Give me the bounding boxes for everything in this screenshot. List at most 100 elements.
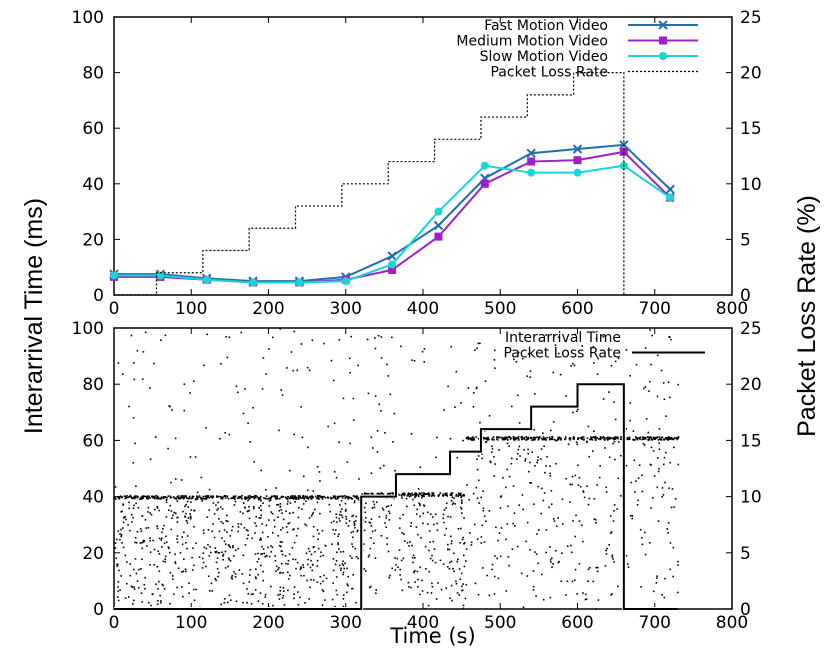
bot-point bbox=[557, 439, 559, 441]
bot-point bbox=[448, 548, 451, 551]
bot-point bbox=[337, 543, 339, 546]
bot-point bbox=[297, 496, 300, 498]
bot-point bbox=[133, 599, 135, 602]
bot-point bbox=[586, 441, 588, 444]
bot-point bbox=[160, 546, 163, 548]
bot-point bbox=[662, 494, 665, 496]
bot-point bbox=[319, 512, 321, 515]
bot-point bbox=[144, 576, 146, 579]
bot-point bbox=[118, 569, 120, 572]
bot-point bbox=[323, 574, 325, 577]
bot-point bbox=[512, 522, 514, 525]
bot-point bbox=[389, 393, 392, 396]
bot-point bbox=[217, 501, 219, 504]
bot-point bbox=[606, 438, 609, 440]
bot-point bbox=[122, 527, 124, 529]
bot-point bbox=[182, 510, 184, 513]
bot-point bbox=[335, 560, 338, 562]
bot-point bbox=[321, 529, 324, 532]
bot-point bbox=[147, 497, 150, 500]
bot-point bbox=[642, 387, 645, 390]
bot-point bbox=[673, 437, 676, 439]
bot-point bbox=[274, 495, 276, 497]
bot-point bbox=[370, 492, 373, 494]
bot-point bbox=[397, 566, 399, 569]
bot-point bbox=[555, 462, 557, 465]
bot-point bbox=[162, 497, 165, 499]
bot-point bbox=[221, 497, 224, 500]
bot-point bbox=[288, 522, 291, 524]
bot-point bbox=[459, 493, 462, 496]
bot-point bbox=[168, 405, 170, 407]
bot-point bbox=[507, 439, 509, 441]
bot-point bbox=[279, 505, 282, 508]
bot-point bbox=[249, 569, 252, 571]
bot-point bbox=[339, 569, 342, 571]
bot-point bbox=[346, 567, 348, 570]
bot-point bbox=[363, 568, 366, 570]
bot-point bbox=[222, 553, 225, 556]
bot-point bbox=[581, 524, 583, 527]
bot-point bbox=[462, 439, 464, 442]
bot-legend-swatch-interarrival-time bbox=[668, 336, 671, 338]
bot-point bbox=[227, 498, 230, 500]
bot-point bbox=[398, 494, 401, 496]
top-series-slow-motion-video-point-600 bbox=[573, 168, 582, 177]
bot-point bbox=[279, 586, 282, 589]
bot-point bbox=[631, 515, 634, 517]
bot-point bbox=[411, 359, 413, 362]
bot-point bbox=[167, 509, 170, 511]
bot-point bbox=[258, 507, 260, 509]
bot-point bbox=[142, 351, 145, 353]
bot-point bbox=[381, 492, 383, 495]
bot-point bbox=[573, 364, 576, 367]
bot-point bbox=[377, 334, 380, 337]
bot-point bbox=[632, 430, 635, 432]
bot-point bbox=[302, 494, 304, 497]
bot-point bbox=[564, 437, 567, 440]
bot-point bbox=[195, 542, 197, 545]
bot-point bbox=[292, 558, 294, 561]
bot-point bbox=[482, 509, 485, 512]
bot-point bbox=[412, 561, 414, 564]
bot-point bbox=[402, 493, 405, 495]
bot-point bbox=[301, 508, 303, 511]
bot-point bbox=[578, 520, 581, 522]
bot-x-tick-label-600: 600 bbox=[561, 613, 593, 633]
bot-point bbox=[135, 502, 137, 505]
bot-point bbox=[210, 582, 213, 585]
bot-point bbox=[328, 503, 331, 506]
bot-point bbox=[424, 568, 427, 570]
bot-point bbox=[220, 603, 223, 606]
bot-point bbox=[670, 506, 673, 509]
bot-point bbox=[318, 471, 321, 473]
bot-point bbox=[151, 593, 154, 595]
bot-point bbox=[344, 562, 346, 565]
bot-point bbox=[127, 524, 129, 526]
bot-point bbox=[213, 512, 216, 515]
bot-point bbox=[156, 603, 159, 606]
bot-point bbox=[351, 587, 353, 590]
bot-point bbox=[452, 502, 455, 504]
bot-point bbox=[643, 438, 646, 440]
bot-point bbox=[277, 535, 279, 537]
bot-point bbox=[597, 438, 600, 440]
bot-point bbox=[433, 495, 436, 497]
bot-point bbox=[403, 494, 406, 497]
bot-point bbox=[450, 584, 453, 587]
bot-point bbox=[629, 402, 632, 404]
bot-point bbox=[217, 551, 220, 554]
bot-point bbox=[544, 471, 546, 474]
bot-point bbox=[161, 537, 163, 540]
bot-point bbox=[672, 575, 674, 578]
bot-point bbox=[243, 527, 246, 529]
bot-point bbox=[671, 438, 673, 440]
bot-point bbox=[520, 437, 523, 439]
bot-point bbox=[577, 437, 579, 439]
bot-point bbox=[265, 373, 267, 375]
bot-point bbox=[171, 409, 173, 411]
bot-point bbox=[308, 550, 311, 553]
bot-point bbox=[612, 558, 614, 560]
bot-point bbox=[234, 500, 237, 503]
